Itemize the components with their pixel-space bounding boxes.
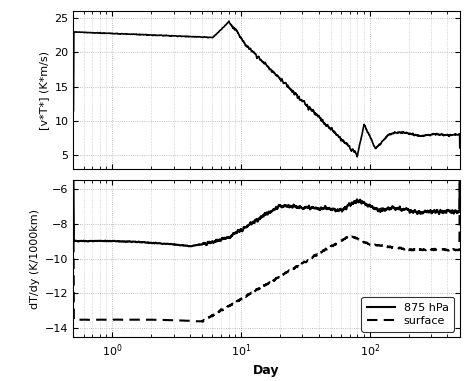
875 hPa	[446, 208, 451, 213]
Y-axis label: [v*T*] (K*m/s): [v*T*] (K*m/s)	[39, 51, 49, 130]
875 hPa	[186, 244, 191, 249]
Line: 875 hPa: 875 hPa	[73, 161, 460, 247]
surface	[375, 243, 381, 247]
875 hPa	[91, 239, 96, 243]
surface	[259, 286, 264, 290]
875 hPa	[259, 215, 264, 219]
X-axis label: Day: Day	[254, 364, 280, 377]
875 hPa	[375, 209, 381, 213]
Line: surface: surface	[73, 183, 460, 322]
875 hPa	[248, 222, 254, 226]
Y-axis label: dT/dy (K/1000km): dT/dy (K/1000km)	[29, 208, 39, 309]
surface	[91, 317, 96, 322]
875 hPa	[71, 176, 76, 180]
surface	[201, 319, 206, 324]
875 hPa	[457, 159, 463, 163]
surface	[446, 248, 452, 253]
surface	[446, 248, 451, 253]
surface	[457, 181, 463, 186]
875 hPa	[446, 209, 452, 213]
Legend: 875 hPa, surface: 875 hPa, surface	[362, 297, 454, 331]
surface	[248, 290, 254, 295]
surface	[71, 223, 76, 227]
